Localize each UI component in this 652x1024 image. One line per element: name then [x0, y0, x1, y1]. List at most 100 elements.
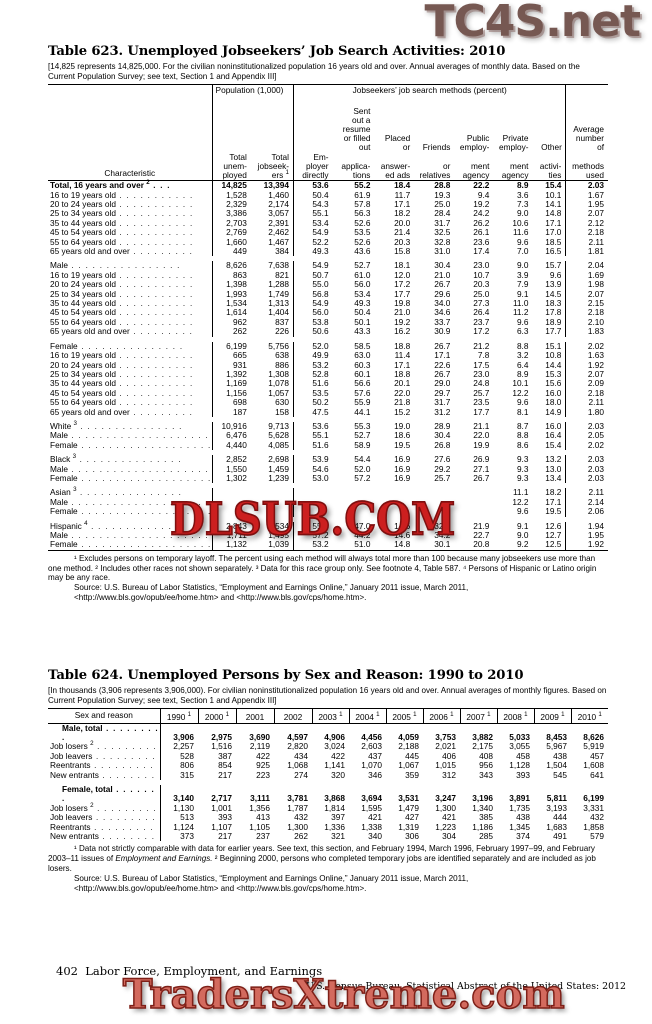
- cell-value: 385: [479, 812, 493, 823]
- cell-value: 51.0: [354, 539, 371, 550]
- cell-value: 26.7: [434, 279, 451, 290]
- cell-value: 962: [211, 317, 251, 328]
- cell-value: 2,769: [211, 227, 251, 238]
- table-row: Male . . . . . . . . . . . . . . . . 8,62…: [48, 260, 608, 271]
- cell-value: 2.03: [587, 420, 604, 431]
- cell-value: 26.7: [434, 368, 451, 379]
- cell-value: 2,698: [250, 454, 294, 465]
- cell-value: 343: [479, 769, 493, 780]
- cell-value: 23.5: [473, 397, 490, 408]
- col-header-average-methods: methods used: [572, 160, 604, 180]
- cell-value: 698: [211, 397, 251, 408]
- cell-value: 187: [211, 407, 251, 417]
- cell-value: 1,015: [435, 760, 456, 771]
- cell-value: 2,820: [287, 741, 308, 752]
- cell-value: 49.3: [354, 298, 371, 309]
- cell-value: 54.9: [312, 260, 329, 271]
- cell-value: 384: [250, 246, 294, 257]
- cell-value: 1,319: [398, 821, 419, 832]
- cell-value: 8,453: [546, 732, 567, 742]
- cell-value: 1,340: [472, 802, 493, 813]
- cell-value: 422: [331, 750, 345, 761]
- cell-value: 1,504: [546, 760, 567, 771]
- cell-value: 1,404: [250, 308, 294, 318]
- col-header-stacked-top: Placed or: [384, 133, 411, 153]
- cell-value: 52.6: [354, 236, 371, 247]
- cell-value: 18.8: [394, 340, 411, 351]
- cell-value: 15.2: [394, 406, 411, 417]
- table-623-body: Total, 16 years and over 2 . . . 14,825 13…: [48, 180, 608, 550]
- cell-value: 2,462: [250, 227, 294, 238]
- cell-value: 25.7: [473, 387, 490, 398]
- cell-value: 1,814: [324, 802, 345, 813]
- cell-value: 457: [590, 750, 604, 761]
- cell-value: 449: [211, 246, 251, 257]
- cell-value: 413: [256, 812, 270, 823]
- cell-value: 158: [250, 407, 294, 417]
- cell-value: 17.2: [473, 326, 490, 337]
- col-header-year: 2009 1: [533, 708, 571, 724]
- cell-value: 60.3: [354, 359, 371, 370]
- watermark-tradersxtreme: TradersXtreme.com: [122, 970, 565, 1019]
- cell-value: 1,595: [361, 802, 382, 813]
- cell-value: 30.4: [434, 260, 451, 271]
- cell-value: 1,308: [250, 369, 294, 380]
- cell-value: 53.8: [312, 316, 329, 327]
- cell-value: 3,891: [509, 793, 530, 804]
- col-header-stacked-top: Sent out a resume or filled out: [342, 105, 371, 153]
- cell-value: 14.5: [532, 289, 567, 300]
- col-header-stacked-top: Friends: [422, 142, 451, 153]
- cell-value: 1,614: [211, 308, 251, 318]
- cell-value: 14.4: [532, 360, 567, 370]
- cell-value: 306: [405, 831, 419, 842]
- cell-value: 9.6: [516, 397, 529, 408]
- cell-value: 359: [405, 769, 419, 780]
- cell-value: 55.0: [312, 279, 329, 290]
- table-row: Female . . . . . . . . . . . . . . . 6,19…: [48, 340, 608, 352]
- cell-value: 9.1: [516, 288, 529, 299]
- cell-value: 3,140: [159, 785, 198, 804]
- cell-value: 408: [479, 750, 493, 761]
- row-label: New entrants . . . . . . . .: [50, 831, 156, 842]
- cell-value: 55.1: [312, 430, 329, 441]
- cell-value: [333, 488, 375, 497]
- cell-value: 17.2: [394, 279, 411, 290]
- col-header-year: 2000 1: [197, 708, 236, 724]
- row-label: White 3 . . . . . . . . . . . . . . .: [50, 420, 183, 431]
- cell-value: 427: [405, 812, 419, 823]
- row-label: Black 3 . . . . . . . . . . . . . . .: [50, 453, 182, 465]
- row-label: 55 to 64 years old . . . . . . . . . . .: [50, 397, 194, 408]
- cell-value: 2,119: [249, 741, 270, 752]
- cell-value: 15.6: [532, 378, 567, 389]
- cell-value: 51.6: [312, 439, 329, 450]
- cell-value: 1,749: [250, 289, 294, 300]
- cell-value: 26.8: [434, 439, 451, 450]
- cell-value: 3,753: [435, 732, 456, 742]
- cell-value: 5,756: [250, 341, 294, 352]
- cell-value: 1,141: [324, 760, 345, 771]
- cell-value: [374, 507, 414, 516]
- row-label: Female . . . . . . . . . . . . . . . . .…: [50, 472, 212, 483]
- cell-value: 406: [442, 750, 456, 761]
- cell-value: 9.0: [516, 530, 529, 541]
- cell-value: 821: [250, 270, 294, 281]
- cell-value: 19.3: [434, 189, 451, 200]
- cell-value: 53.5: [312, 387, 329, 398]
- cell-value: 13.4: [532, 473, 567, 484]
- table-624-block: Table 624. Unemployed Persons by Sex and…: [48, 668, 608, 893]
- source-text-624: U.S. Bureau of Labor Statistics, “Employ…: [74, 873, 469, 893]
- table-624-header: Sex and reason 1990 1 2000 1 2001 2002 2003 …: [48, 708, 608, 724]
- cell-value: 1,067: [398, 760, 419, 771]
- row-label: 45 to 54 years old . . . . . . . . . . .: [50, 307, 194, 318]
- cell-value: 13.0: [532, 464, 567, 474]
- cell-value: 33.7: [434, 316, 451, 327]
- cell-value: 47.5: [312, 406, 329, 417]
- table-row: New entrants . . . . . . . . 315 217 223 274…: [48, 769, 608, 781]
- cell-value: 3,531: [398, 793, 419, 804]
- cell-value: 55.2: [354, 180, 371, 191]
- table-row: 45 to 54 years old . . . . . . . . . . .…: [48, 307, 608, 318]
- cell-value: 2.02: [587, 439, 604, 450]
- col-header-public-agency: ment agency: [462, 160, 490, 180]
- cell-value: 15.4: [532, 181, 567, 191]
